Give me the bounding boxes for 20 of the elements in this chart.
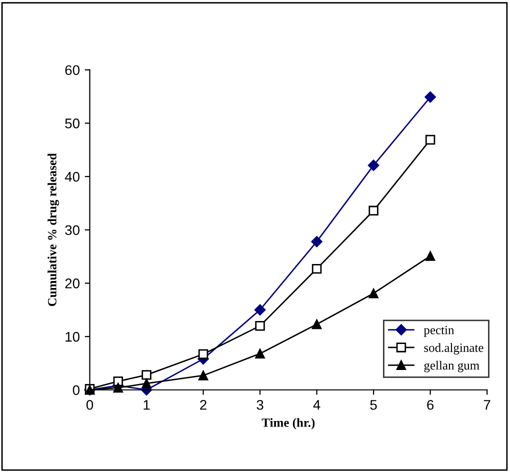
y-tick-label: 40: [64, 172, 80, 182]
y-axis-title: Cumulative % drug released: [48, 153, 60, 306]
legend-label: gellan gum: [424, 360, 480, 372]
x-tick-label: 2: [200, 400, 206, 410]
legend-label: pectin: [424, 326, 454, 337]
x-tick-label: 5: [370, 400, 377, 410]
x-tick-label: 7: [484, 400, 490, 410]
y-tick-label: 30: [65, 225, 80, 236]
x-tick-label: 0: [86, 400, 94, 410]
y-tick-label: 50: [65, 118, 80, 128]
x-tick-label: 6: [427, 400, 434, 410]
legend-label: sod.alginate: [424, 343, 484, 355]
x-tick-label: 1: [144, 400, 150, 410]
x-tick-label: 3: [256, 400, 264, 410]
y-tick-label: 20: [65, 278, 80, 288]
x-tick-label: 4: [313, 400, 320, 410]
x-axis-title: Time (hr.): [262, 418, 315, 430]
y-tick-label: 0: [72, 385, 80, 396]
y-tick-label: 10: [66, 332, 80, 342]
y-tick-label: 60: [65, 65, 80, 76]
